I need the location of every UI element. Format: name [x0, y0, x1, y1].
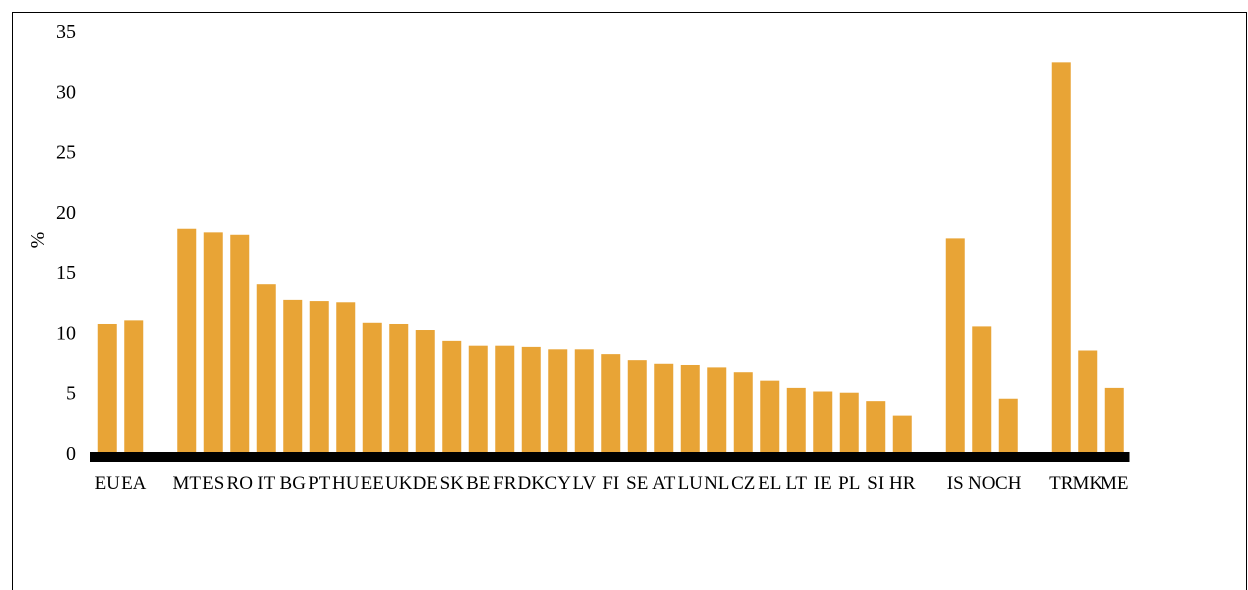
bar-at [654, 363, 674, 453]
x-tick-label: IT [257, 473, 275, 494]
x-tick-label: LT [786, 473, 808, 494]
bar-cz [733, 372, 753, 453]
y-tick-label: 20 [56, 202, 76, 224]
y-axis: 0 5 10 15 20 25 30 35 [56, 21, 76, 465]
bar-si [866, 401, 886, 453]
bar-ro [230, 234, 250, 453]
bar-me [1104, 387, 1124, 453]
bar-uk [389, 323, 409, 453]
bar-hr [892, 415, 912, 453]
x-tick-label: SE [626, 473, 648, 494]
bar-ch [998, 398, 1018, 453]
bar-bg [283, 299, 303, 453]
x-tick-label: IS [947, 473, 964, 494]
x-tick-label: TR [1049, 473, 1074, 494]
x-axis-labels: EU EA MT ES RO IT BG PT HU EE UK DE SK BE FR DK CY LV FI SE… [95, 473, 1129, 494]
bar-sk [442, 340, 462, 453]
bar-mk [1078, 350, 1098, 453]
x-tick-label: CZ [731, 473, 755, 494]
bar-mt [177, 228, 197, 453]
bar-fi [601, 354, 621, 453]
x-tick-label: ES [202, 473, 224, 494]
bar-hu [336, 302, 356, 453]
x-tick-label: EA [121, 473, 147, 494]
y-tick-label: 35 [56, 21, 76, 43]
x-tick-label: LU [678, 473, 704, 494]
bar-ea [124, 320, 144, 453]
x-tick-label: MK [1072, 473, 1103, 494]
x-tick-label: MT [173, 473, 202, 494]
bar-dk [521, 346, 541, 453]
x-tick-label: CY [545, 473, 572, 494]
bar-lt [786, 387, 806, 453]
bar-it [256, 284, 276, 453]
x-tick-label: BG [280, 473, 307, 494]
y-tick-label: 10 [56, 322, 76, 344]
x-tick-label: IE [814, 473, 832, 494]
x-tick-label: RO [227, 473, 253, 494]
x-tick-label: PT [308, 473, 331, 494]
bar-el [760, 380, 780, 453]
bar-is [945, 238, 965, 453]
x-tick-label: AT [652, 473, 676, 494]
x-tick-label: FI [602, 473, 619, 494]
x-tick-label: DK [518, 473, 546, 494]
bar-tr [1051, 62, 1071, 453]
x-axis-baseline [90, 452, 1130, 462]
bar-fr [495, 345, 515, 453]
x-tick-label: SI [867, 473, 884, 494]
bar-lv [574, 349, 594, 453]
x-tick-label: HU [332, 473, 360, 494]
y-tick-label: 0 [66, 443, 76, 465]
x-tick-label: CH [995, 473, 1022, 494]
bar-se [627, 360, 647, 453]
bar-nl [707, 367, 727, 453]
chart-frame [12, 12, 1247, 590]
bar-de [415, 330, 435, 453]
bar-pt [309, 301, 329, 453]
y-tick-label: 30 [56, 81, 76, 103]
y-tick-label: 15 [56, 262, 76, 284]
bar-ie [813, 391, 833, 453]
x-tick-label: EE [361, 473, 384, 494]
x-tick-label: EL [758, 473, 781, 494]
x-tick-label: PL [838, 473, 860, 494]
bars [97, 62, 1124, 453]
x-tick-label: BE [466, 473, 490, 494]
y-tick-label: 5 [66, 383, 76, 405]
bar-eu [97, 323, 117, 453]
bar-no [972, 326, 992, 453]
x-tick-label: ME [1100, 473, 1129, 494]
x-tick-label: NL [704, 473, 729, 494]
y-tick-label: 25 [56, 142, 76, 164]
baseline [90, 452, 1130, 462]
x-tick-label: DE [413, 473, 438, 494]
x-tick-label: HR [889, 473, 916, 494]
bar-lu [680, 364, 700, 453]
x-tick-label: NO [968, 473, 995, 494]
x-tick-label: SK [440, 473, 465, 494]
bar-pl [839, 392, 859, 453]
bar-ee [362, 322, 382, 453]
x-tick-label: FR [493, 473, 517, 494]
x-tick-label: EU [95, 473, 121, 494]
bar-be [468, 345, 488, 453]
bar-es [203, 232, 223, 453]
bar-cy [548, 349, 568, 453]
y-axis-title: % [27, 232, 49, 249]
x-tick-label: UK [385, 473, 413, 494]
x-tick-label: LV [572, 473, 596, 494]
